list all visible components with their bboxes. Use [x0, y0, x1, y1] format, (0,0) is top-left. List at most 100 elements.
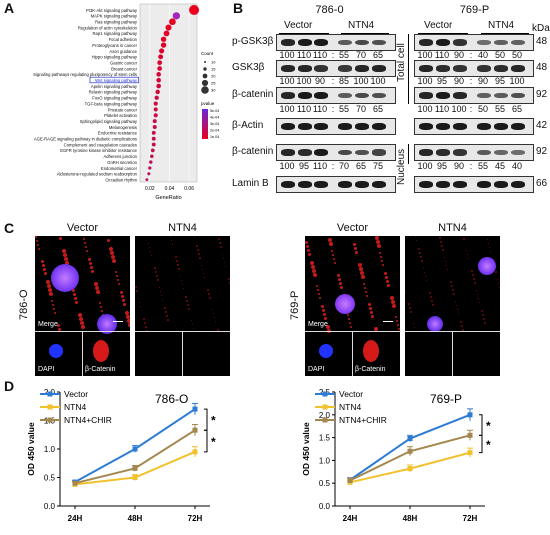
red-stain [183, 288, 184, 289]
blot-band [494, 65, 508, 72]
red-stain [310, 261, 314, 265]
blot-band [355, 65, 369, 72]
red-stain [419, 252, 421, 254]
red-stain [229, 282, 230, 284]
densitometry-value: 100 [279, 50, 295, 60]
red-stain [157, 279, 159, 281]
red-stain [178, 268, 180, 270]
data-point [192, 449, 198, 455]
western-blot-panel: 786-0 769-P Vector NTN4 Vector NTN4 kDa … [232, 0, 550, 215]
red-stain [159, 287, 160, 288]
blot-band [453, 181, 467, 188]
red-stain [186, 300, 188, 302]
red-stain [432, 304, 434, 306]
red-stain [340, 286, 343, 289]
blot-band [477, 39, 491, 46]
legend-p-tick: 1e-04 [210, 135, 219, 139]
legend-p-tick: 4e-04 [210, 116, 219, 120]
red-stain [398, 328, 400, 330]
densitometry-value: 55 [494, 104, 505, 114]
densitometry-value: 100 [279, 76, 295, 86]
pathway-dot [163, 30, 170, 37]
pathway-label: Rap1 signaling pathway [93, 31, 138, 36]
pathway-dot [149, 160, 153, 164]
red-stain [78, 313, 82, 317]
dapi-label: DAPI [38, 366, 55, 373]
red-stain [100, 306, 102, 308]
x-tick-label: 48H [403, 514, 418, 523]
red-stain [219, 242, 221, 244]
red-stain [497, 279, 498, 280]
red-stain [425, 276, 426, 277]
red-stain [397, 324, 399, 326]
blot-band [281, 149, 295, 156]
blot-band [281, 65, 295, 72]
densitometry-value: 65 [511, 104, 522, 114]
nucleus-stain [478, 257, 496, 275]
blot-band [298, 181, 312, 188]
red-stain [182, 284, 183, 285]
red-stain [51, 300, 53, 302]
legend-marker [47, 417, 53, 423]
red-stain [380, 256, 382, 258]
red-stain [140, 306, 141, 307]
red-stain [382, 264, 384, 266]
red-stain [204, 277, 205, 278]
cell-line-769-p: 769-P [459, 4, 490, 16]
densitometry-value: 70 [355, 104, 366, 114]
red-stain [171, 240, 172, 241]
red-stain [144, 322, 146, 324]
red-stain [445, 261, 446, 262]
red-stain [455, 301, 456, 302]
red-stain [192, 324, 193, 325]
red-stain [59, 237, 62, 240]
red-stain [390, 296, 394, 300]
if-786-ntn4-image [135, 236, 230, 376]
red-stain [148, 243, 149, 244]
red-stain [498, 283, 499, 284]
densitometry-value: 40 [511, 161, 522, 171]
data-point [407, 448, 413, 454]
red-stain [467, 254, 468, 255]
blot-band [281, 39, 295, 46]
red-stain [217, 329, 219, 331]
red-stain [484, 322, 486, 324]
blot-band [314, 39, 328, 46]
blot-band [314, 149, 328, 156]
blot-band [477, 65, 491, 72]
densitometry-value: 65 [355, 161, 366, 171]
red-stain [214, 317, 215, 318]
red-stain [488, 243, 489, 244]
growth-chart-769-p: 0.00.51.01.52.02.524H48H72HOD 450 value7… [301, 388, 491, 523]
densitometry-value: 65 [372, 104, 383, 114]
blot-band [298, 92, 312, 99]
densitometry-value: 95 [436, 161, 447, 171]
pathway-label: Complement and coagulation cascades [64, 142, 137, 147]
blot-band [338, 39, 352, 46]
blot-band [419, 92, 433, 99]
pathway-label: Melanogenesis [109, 125, 137, 130]
pathway-label: Relaxin signaling pathway [89, 90, 138, 95]
legend-count-label: 25 [211, 81, 216, 86]
blot-band [355, 123, 369, 130]
pathway-dot [165, 24, 172, 31]
red-stain [72, 289, 75, 292]
densitometry-value: 100 [451, 104, 467, 114]
y-tick-label: 0.0 [44, 502, 56, 511]
pathway-dot [150, 148, 155, 153]
red-stain [209, 297, 211, 299]
dotplot-xtick: 0.04 [165, 186, 175, 192]
red-stain [138, 298, 139, 299]
legend-label: NTN4+CHIR [339, 415, 387, 425]
densitometry-value: 100 [279, 104, 295, 114]
red-stain [476, 290, 477, 291]
red-stain [176, 260, 178, 262]
densitometry-value: 50 [477, 104, 488, 114]
blot-band [494, 92, 508, 99]
densitometry-value: 110 [312, 104, 328, 114]
condition-vector-left: Vector [284, 20, 313, 31]
pathway-label: Prostate cancer [108, 107, 138, 112]
red-stain [196, 245, 198, 247]
red-stain [74, 297, 77, 300]
y-axis-label: OD 450 value [26, 422, 36, 476]
